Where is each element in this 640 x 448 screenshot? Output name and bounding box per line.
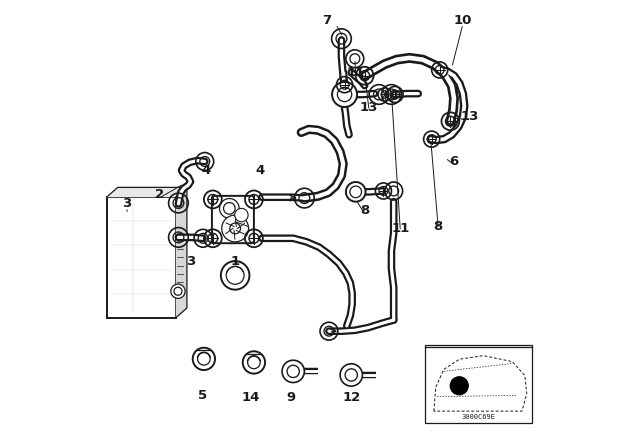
Text: 12: 12	[342, 391, 360, 404]
Text: 4: 4	[255, 164, 264, 177]
Circle shape	[337, 87, 352, 102]
Text: 6: 6	[449, 155, 459, 168]
Circle shape	[350, 186, 362, 198]
Text: 10: 10	[454, 14, 472, 27]
Text: 11: 11	[391, 222, 410, 235]
Circle shape	[221, 215, 248, 242]
Text: 11: 11	[347, 66, 365, 79]
Text: 3: 3	[122, 198, 132, 211]
Circle shape	[332, 82, 357, 107]
Text: 14: 14	[241, 391, 260, 404]
Text: 3000C69E: 3000C69E	[461, 414, 495, 420]
FancyBboxPatch shape	[176, 209, 184, 306]
Circle shape	[226, 267, 244, 284]
Text: 2: 2	[155, 189, 164, 202]
Circle shape	[248, 356, 260, 369]
FancyBboxPatch shape	[212, 196, 254, 243]
Bar	[425, 345, 532, 423]
FancyBboxPatch shape	[106, 197, 176, 318]
Circle shape	[171, 284, 185, 298]
Text: 13: 13	[460, 110, 479, 123]
Text: 13: 13	[360, 101, 378, 114]
Circle shape	[193, 348, 215, 370]
Text: 9: 9	[287, 391, 296, 404]
Text: 7: 7	[322, 14, 332, 27]
Text: 8: 8	[434, 220, 443, 233]
Text: 1: 1	[230, 255, 240, 268]
Circle shape	[174, 287, 182, 295]
Text: 3: 3	[186, 255, 195, 268]
Circle shape	[220, 198, 239, 218]
Circle shape	[198, 353, 210, 365]
Circle shape	[230, 223, 241, 234]
Text: 8: 8	[360, 204, 369, 217]
Circle shape	[451, 377, 468, 395]
Text: 4: 4	[202, 164, 211, 177]
Circle shape	[221, 261, 250, 290]
Circle shape	[235, 208, 248, 222]
Polygon shape	[176, 187, 187, 318]
Circle shape	[223, 202, 235, 214]
Circle shape	[243, 351, 265, 374]
Circle shape	[346, 182, 365, 202]
Polygon shape	[106, 187, 187, 197]
Text: 5: 5	[198, 389, 207, 402]
